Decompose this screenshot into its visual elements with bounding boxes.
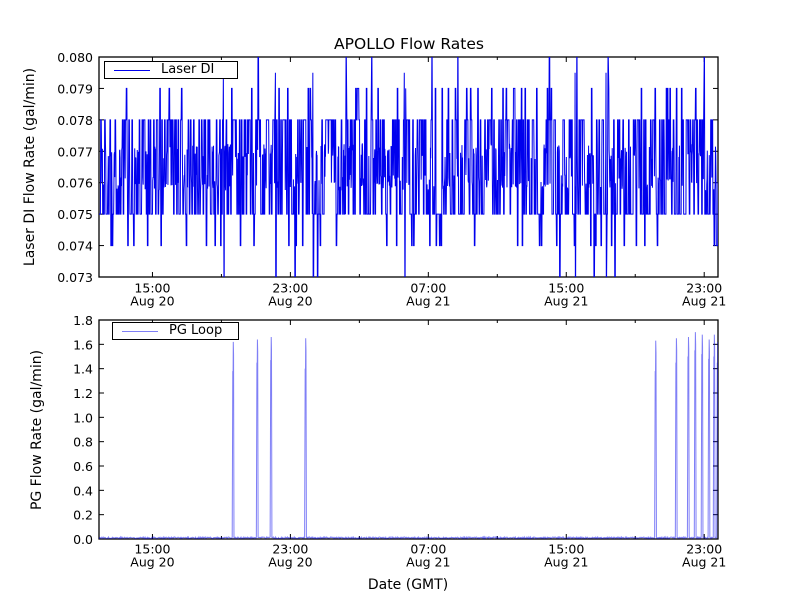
y-tick-label: 0.077 [57, 144, 93, 159]
y-tick-label: 0.074 [57, 239, 93, 254]
x-tick-date-label: Aug 20 [268, 294, 312, 309]
y-tick-label: 0.4 [73, 483, 93, 498]
x-tick-date-label: Aug 20 [130, 555, 174, 570]
laser-di-legend-label: Laser DI [161, 61, 215, 77]
x-tick-time-label: 15:00 [548, 542, 584, 557]
pg-loop-legend-line-icon [122, 330, 158, 332]
pg-loop-series-line [99, 332, 718, 539]
y-tick-label: 0.0 [73, 532, 93, 547]
x-tick-time-label: 23:00 [686, 542, 722, 557]
x-tick-time-label: 15:00 [134, 542, 170, 557]
x-tick-time-label: 23:00 [272, 542, 308, 557]
x-tick-time-label: 23:00 [272, 281, 308, 296]
y-tick-label: 0.079 [57, 81, 93, 96]
laser-di-legend: Laser DI [104, 61, 238, 79]
x-tick-date-label: Aug 21 [544, 555, 588, 570]
y-tick-label: 1.4 [73, 362, 93, 377]
x-tick-date-label: Aug 20 [130, 294, 174, 309]
x-tick-time-label: 15:00 [548, 281, 584, 296]
y-tick-label: 0.2 [73, 508, 93, 523]
x-axis-label: Date (GMT) [367, 577, 449, 593]
x-tick-time-label: 07:00 [410, 281, 446, 296]
y-tick-label: 0.080 [57, 50, 93, 65]
y-tick-label: 0.8 [73, 435, 93, 450]
y-tick-label: 1.8 [73, 313, 93, 328]
x-tick-date-label: Aug 21 [544, 294, 588, 309]
pg-loop-legend-label: PG Loop [169, 322, 223, 338]
y-tick-label: 0.078 [57, 113, 93, 128]
axes-frame [98, 56, 719, 278]
laser-di-y-axis-label: Laser DI Flow Rate (gal/min) [22, 67, 38, 267]
x-tick-time-label: 07:00 [410, 542, 446, 557]
x-tick-date-label: Aug 21 [406, 294, 450, 309]
x-tick-date-label: Aug 21 [406, 555, 450, 570]
y-tick-label: 1.0 [73, 410, 93, 425]
y-tick-label: 0.075 [57, 207, 93, 222]
laser-di-legend-line-icon [114, 69, 150, 71]
x-tick-date-label: Aug 21 [682, 294, 726, 309]
pg-loop-legend: PG Loop [112, 322, 239, 340]
axes-frame [98, 319, 719, 540]
y-tick-label: 0.6 [73, 459, 93, 474]
x-tick-date-label: Aug 20 [268, 555, 312, 570]
y-tick-label: 0.076 [57, 176, 93, 191]
laser-di-series-line [99, 57, 718, 277]
x-tick-time-label: 23:00 [686, 281, 722, 296]
y-tick-label: 1.6 [73, 337, 93, 352]
y-tick-label: 0.073 [57, 270, 93, 285]
pg-y-axis-label: PG Flow Rate (gal/min) [29, 349, 45, 511]
y-tick-label: 1.2 [73, 386, 93, 401]
x-tick-time-label: 15:00 [134, 281, 170, 296]
x-tick-date-label: Aug 21 [682, 555, 726, 570]
figure-title: APOLLO Flow Rates [334, 35, 484, 53]
